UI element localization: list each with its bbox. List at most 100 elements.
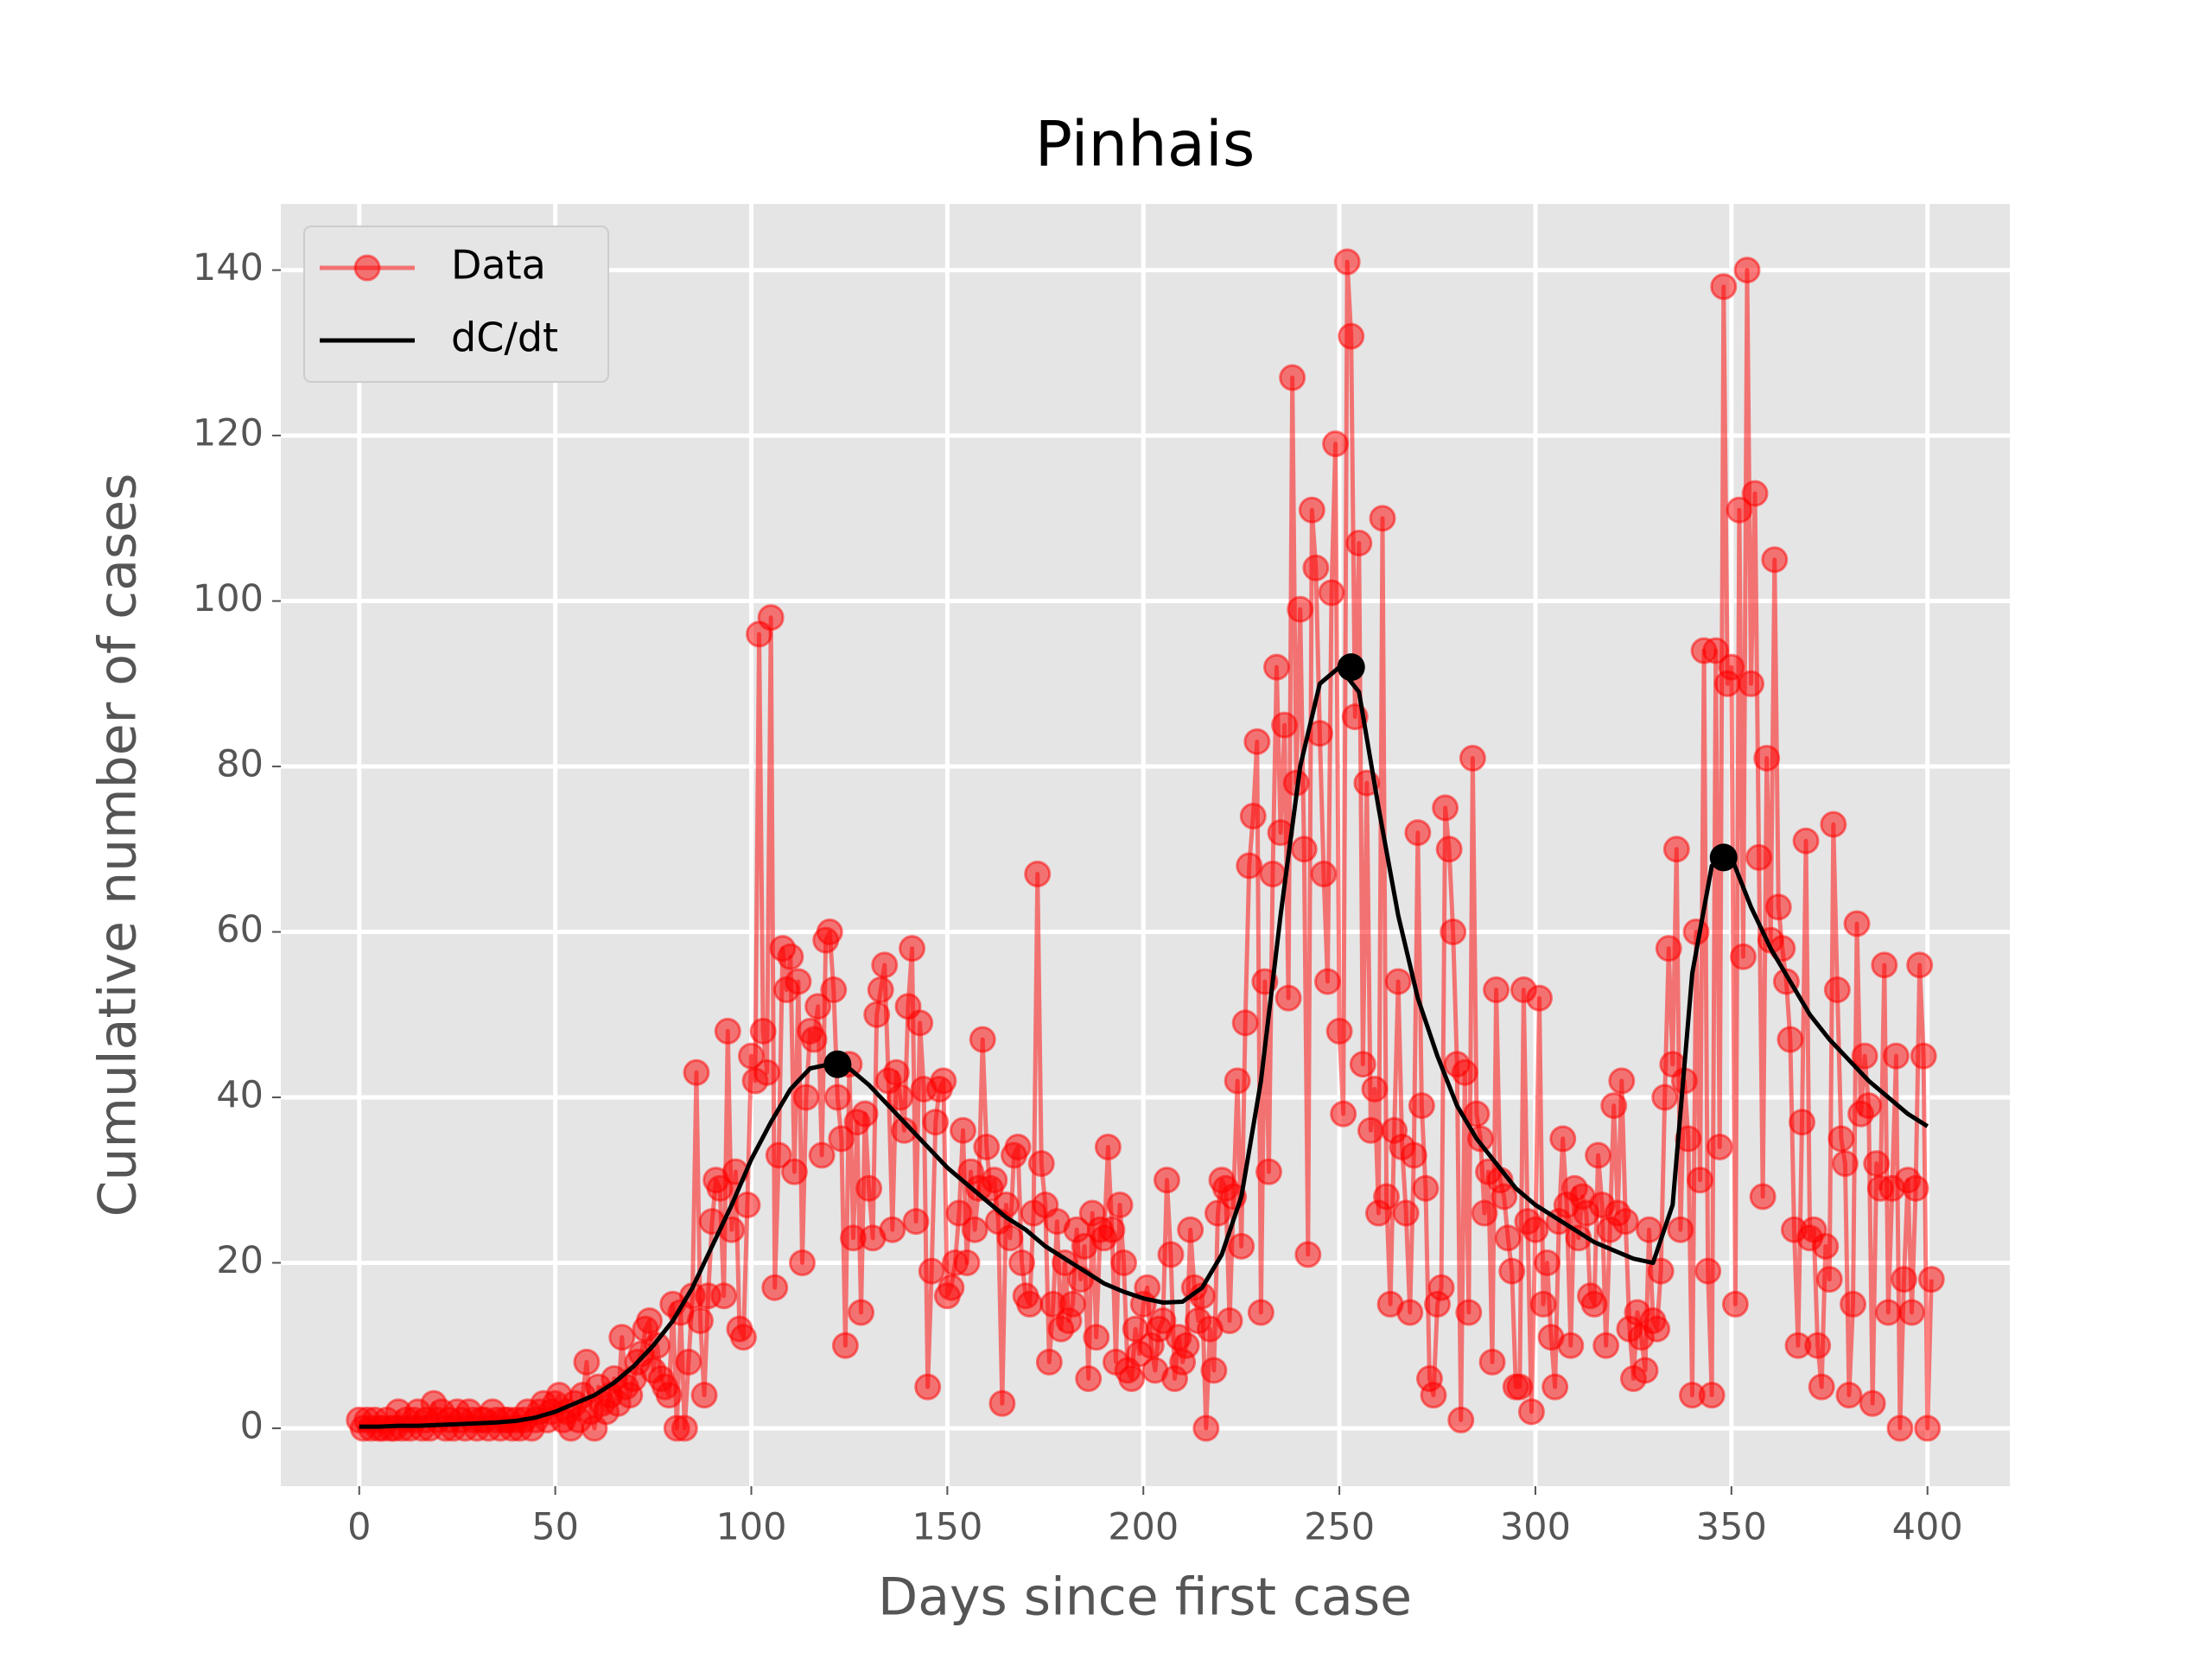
data-point bbox=[996, 1224, 1024, 1252]
data-point bbox=[687, 1307, 715, 1335]
fit-line bbox=[359, 664, 1929, 1429]
data-point bbox=[1357, 1116, 1384, 1144]
data-point bbox=[1517, 1398, 1545, 1426]
data-point bbox=[992, 1191, 1020, 1218]
data-point bbox=[1526, 984, 1554, 1012]
data-point bbox=[1369, 505, 1396, 532]
data-point bbox=[1216, 1307, 1243, 1335]
data-point bbox=[816, 918, 843, 946]
data-point bbox=[1733, 257, 1761, 284]
data-point bbox=[1651, 1084, 1679, 1111]
data-point bbox=[1271, 711, 1299, 739]
data-point bbox=[1420, 1382, 1447, 1409]
x-tick-label: 350 bbox=[1696, 1506, 1767, 1549]
data-point bbox=[785, 968, 812, 995]
data-point bbox=[938, 1274, 965, 1301]
data-point bbox=[1636, 1216, 1663, 1243]
data-point bbox=[1694, 1257, 1722, 1285]
data-point bbox=[1118, 1365, 1146, 1393]
data-point bbox=[1914, 1414, 1942, 1442]
data-point bbox=[1094, 1133, 1122, 1160]
data-point bbox=[808, 1141, 836, 1169]
data-point bbox=[706, 1174, 734, 1202]
data-point bbox=[1310, 861, 1338, 888]
data-point bbox=[1753, 744, 1781, 772]
chart-title: Pinhais bbox=[1035, 108, 1255, 181]
y-axis-label: Cumulative number of cases bbox=[88, 474, 149, 1217]
data-point bbox=[1592, 1332, 1620, 1359]
data-point bbox=[675, 1348, 702, 1376]
y-tick-label: 0 bbox=[240, 1404, 264, 1447]
data-point bbox=[1200, 1357, 1228, 1384]
data-point bbox=[1631, 1357, 1659, 1384]
data-point bbox=[1392, 1199, 1420, 1227]
data-point bbox=[1384, 968, 1412, 995]
data-point bbox=[1204, 1199, 1231, 1227]
data-point bbox=[800, 1026, 828, 1053]
data-point bbox=[1534, 1249, 1561, 1276]
data-point bbox=[914, 1373, 942, 1401]
data-point bbox=[1373, 1183, 1401, 1211]
data-point bbox=[1498, 1257, 1526, 1285]
y-tick-label: 60 bbox=[216, 908, 264, 951]
data-point bbox=[988, 1389, 1016, 1417]
data-point bbox=[1447, 1406, 1475, 1433]
data-point bbox=[1721, 1290, 1749, 1318]
data-point bbox=[882, 1058, 910, 1086]
data-point bbox=[1059, 1290, 1087, 1318]
data-point bbox=[573, 1348, 601, 1376]
data-point bbox=[823, 1084, 851, 1111]
data-point bbox=[890, 1116, 918, 1144]
data-point bbox=[1910, 1042, 1937, 1070]
legend-label: dC/dt bbox=[451, 315, 558, 361]
data-point bbox=[1177, 1216, 1205, 1243]
data-point bbox=[1451, 1058, 1478, 1086]
data-point bbox=[1859, 1389, 1886, 1417]
data-point bbox=[1580, 1290, 1608, 1318]
data-point bbox=[1764, 893, 1792, 921]
data-point bbox=[1812, 1232, 1840, 1260]
data-point bbox=[1083, 1324, 1110, 1351]
data-point bbox=[1016, 1290, 1044, 1318]
data-point bbox=[1702, 637, 1730, 664]
data-point bbox=[1749, 1183, 1777, 1211]
data-point bbox=[1302, 554, 1330, 582]
data-point bbox=[1585, 1141, 1612, 1169]
data-point bbox=[930, 1067, 957, 1095]
data-point bbox=[1483, 976, 1510, 1004]
x-tick-label: 200 bbox=[1108, 1506, 1179, 1549]
data-point bbox=[1886, 1414, 1914, 1442]
data-point bbox=[1874, 1299, 1902, 1326]
data-point bbox=[1361, 1075, 1389, 1103]
data-point bbox=[1349, 1051, 1376, 1078]
data-point bbox=[953, 1249, 981, 1276]
data-point bbox=[961, 1216, 988, 1243]
data-point bbox=[1412, 1174, 1440, 1202]
data-point bbox=[804, 993, 832, 1020]
data-point bbox=[690, 1382, 718, 1409]
y-tick-label: 100 bbox=[193, 577, 264, 620]
data-point bbox=[1408, 1092, 1435, 1120]
data-point bbox=[1455, 1299, 1483, 1326]
data-point bbox=[1075, 1365, 1103, 1393]
data-point bbox=[1522, 1216, 1549, 1243]
data-point bbox=[1831, 1150, 1859, 1178]
data-point bbox=[863, 1001, 891, 1028]
data-point bbox=[1611, 1208, 1639, 1236]
data-point bbox=[777, 943, 804, 970]
data-point bbox=[899, 935, 926, 963]
data-point bbox=[1313, 968, 1341, 995]
data-point bbox=[1843, 910, 1871, 938]
data-point bbox=[1647, 1257, 1675, 1285]
data-point bbox=[1396, 1299, 1424, 1326]
data-point bbox=[1792, 827, 1820, 855]
data-point bbox=[683, 1058, 710, 1086]
data-point bbox=[1322, 430, 1350, 458]
data-point bbox=[1643, 1315, 1671, 1343]
data-point bbox=[1898, 1299, 1926, 1326]
data-point bbox=[1761, 546, 1789, 574]
data-point bbox=[765, 1141, 792, 1169]
data-point bbox=[848, 1299, 875, 1326]
data-point bbox=[1882, 1042, 1910, 1070]
data-point bbox=[1192, 1414, 1220, 1442]
